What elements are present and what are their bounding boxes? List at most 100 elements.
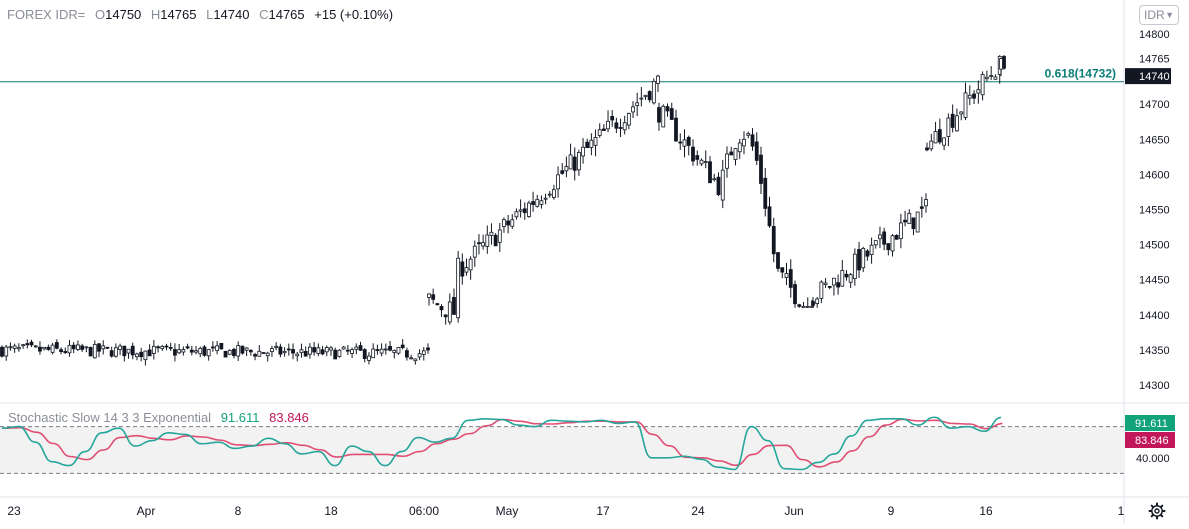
candle xyxy=(189,345,194,356)
candle xyxy=(337,349,342,358)
candle-body xyxy=(601,128,606,131)
candle xyxy=(886,243,891,256)
candle-body xyxy=(168,347,173,349)
candle-body xyxy=(626,113,631,126)
symbol-name[interactable]: FOREX IDR= xyxy=(7,7,86,22)
stoch-k-line[interactable] xyxy=(1,416,1002,471)
candle xyxy=(993,74,998,80)
candle xyxy=(610,109,615,127)
candle-body xyxy=(50,344,55,353)
candle-body xyxy=(527,202,531,217)
candle xyxy=(489,223,494,245)
candle-body xyxy=(185,346,190,349)
candle-body xyxy=(240,345,245,354)
candle-body xyxy=(189,349,194,353)
candle xyxy=(236,341,241,361)
time-tick-label: 16 xyxy=(979,504,993,518)
candle-body xyxy=(261,352,266,354)
candle-body xyxy=(443,314,448,318)
candle-body xyxy=(784,273,789,278)
candle-body xyxy=(657,107,661,123)
time-tick-label: 06:00 xyxy=(409,504,439,518)
candle xyxy=(656,74,660,93)
price-tick-label: 14800 xyxy=(1139,29,1170,41)
candle-body xyxy=(593,137,598,146)
fib-level-label: 0.618(14732) xyxy=(1045,67,1116,81)
candle-body xyxy=(215,345,220,351)
currency-dropdown[interactable]: IDR ▼ xyxy=(1139,5,1179,25)
candle xyxy=(518,199,523,218)
candle-body xyxy=(907,212,912,224)
candle xyxy=(362,348,367,363)
candle xyxy=(80,343,85,352)
candle-body xyxy=(468,258,473,271)
candle-body xyxy=(746,133,751,136)
candle-body xyxy=(647,91,652,101)
stoch-tick-label: 40.000 xyxy=(1136,453,1170,465)
candle xyxy=(122,345,127,362)
candle-body xyxy=(976,89,981,94)
candle xyxy=(840,259,845,287)
candle xyxy=(955,108,959,132)
candle-body xyxy=(827,286,832,288)
candle-body xyxy=(771,226,776,255)
candle-body xyxy=(173,349,177,356)
candle-body xyxy=(716,176,721,196)
candle xyxy=(59,347,63,355)
candle-body xyxy=(481,242,486,247)
candle-body xyxy=(493,234,498,247)
stochastic-pane[interactable] xyxy=(0,416,1124,474)
indicator-header[interactable]: Stochastic Slow 14 3 3 Exponential 91.61… xyxy=(8,410,309,425)
candle xyxy=(925,142,929,152)
low-label: L xyxy=(206,7,214,22)
candle xyxy=(497,222,502,252)
candle-body xyxy=(417,353,422,358)
close-label: C xyxy=(259,7,269,22)
stoch-d-tag-label: 83.846 xyxy=(1135,435,1169,447)
candle-body xyxy=(472,245,477,258)
candle-body xyxy=(354,346,359,350)
candle-body xyxy=(568,154,573,170)
candle-body xyxy=(832,277,836,286)
candle-body xyxy=(543,197,548,200)
candle xyxy=(481,234,486,250)
candle xyxy=(890,233,895,257)
candle-body xyxy=(695,155,700,160)
candle-body xyxy=(383,348,388,351)
candle xyxy=(919,196,924,218)
time-tick-label: 17 xyxy=(596,504,610,518)
candle xyxy=(29,339,34,348)
candle-body xyxy=(421,350,426,355)
candle-body xyxy=(955,115,959,132)
candle-body xyxy=(506,220,511,226)
candle xyxy=(223,350,228,358)
time-axis[interactable]: 23 Apr 8 18 06:00 May 17 24 Jun 9 16 1 xyxy=(7,504,1124,518)
candle xyxy=(597,123,602,138)
candle-body xyxy=(324,347,329,353)
candle-body xyxy=(651,80,656,104)
candle xyxy=(409,354,414,360)
candle xyxy=(647,90,652,103)
candle xyxy=(215,341,220,355)
low-value: 14740 xyxy=(213,7,250,22)
candle-body xyxy=(265,352,270,357)
price-tick-label: 14350 xyxy=(1139,345,1170,357)
candle-body xyxy=(857,249,861,271)
indicator-name[interactable]: Stochastic Slow 14 3 3 Exponential xyxy=(8,410,212,425)
candle xyxy=(742,131,746,155)
last-price-tag-label: 14740 xyxy=(1139,71,1170,83)
gear-icon[interactable] xyxy=(1148,502,1166,520)
open-value: 14750 xyxy=(105,7,142,22)
candle xyxy=(784,262,789,286)
candle-body xyxy=(308,346,312,355)
candle-body xyxy=(248,350,253,353)
price-axis[interactable]: 14800 14765 14700 14650 14600 14550 14500 14450… xyxy=(1125,29,1175,465)
candle-body xyxy=(729,151,734,156)
candle-body xyxy=(597,129,602,136)
candle xyxy=(933,121,938,144)
candle xyxy=(21,343,25,349)
candle xyxy=(950,104,955,133)
